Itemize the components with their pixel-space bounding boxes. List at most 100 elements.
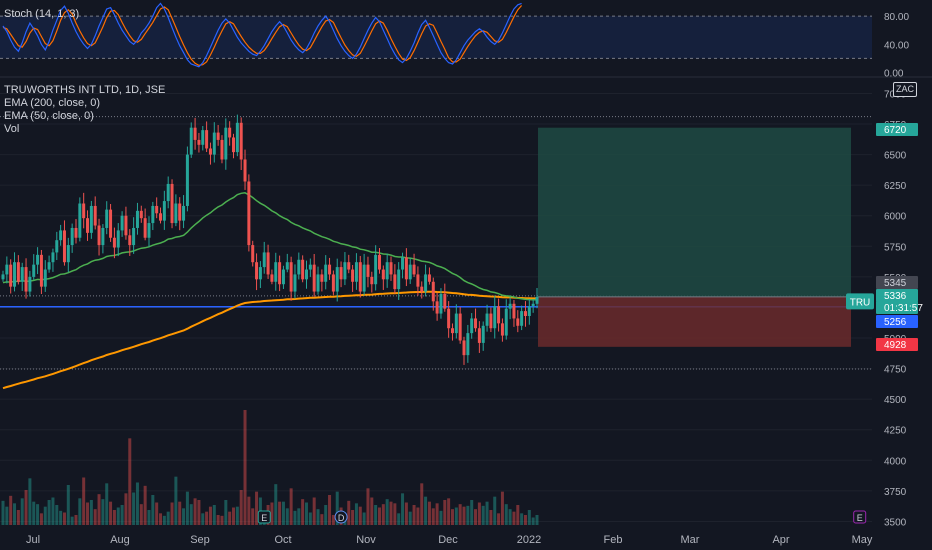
volume-bar [189, 504, 193, 525]
price-axis-tick: 4000 [884, 456, 907, 467]
candle-body [159, 213, 163, 221]
symbol-title[interactable]: TRUWORTHS INT LTD, 1D, JSE [4, 84, 166, 96]
candle-body [5, 264, 9, 275]
volume-bar [224, 500, 228, 525]
candle-body [59, 230, 63, 241]
candle-body [147, 223, 151, 238]
volume-bar [377, 507, 381, 525]
candle-body [320, 274, 324, 282]
volume-bar [512, 511, 516, 525]
candle-body [431, 281, 435, 302]
candle-body [401, 257, 405, 270]
volume-bar [28, 478, 32, 525]
candle-body [443, 293, 447, 309]
candlesticks[interactable] [1, 114, 539, 365]
candle-body [182, 205, 186, 221]
volume-bar [493, 496, 497, 525]
volume-bar [481, 505, 485, 525]
volume-bar [500, 491, 504, 525]
currency-badge[interactable]: ZAC [893, 82, 917, 97]
long-position-tool[interactable] [538, 127, 851, 347]
candle-body [51, 252, 55, 263]
candle-body [354, 262, 358, 282]
volume-bar [354, 503, 358, 525]
candle-body [251, 245, 255, 263]
candle-body [308, 264, 312, 270]
candle-body [243, 159, 247, 182]
volume-bar [331, 515, 335, 525]
volume-bar [316, 509, 320, 525]
candle-body [347, 262, 351, 270]
volume-bar [24, 490, 28, 525]
stoch-legend-title[interactable]: Stoch (14, 1, 3) [4, 8, 80, 20]
time-axis-label: Apr [772, 534, 789, 546]
volume-bar [362, 512, 366, 525]
symbol-tag-bg [846, 293, 874, 310]
event-marker: E [853, 510, 867, 524]
stochastic-pane[interactable]: 80.00 40.00 0.00 [0, 2, 932, 79]
candle-body [189, 127, 193, 155]
price-label-bg [876, 301, 918, 314]
volume-bar [278, 501, 282, 525]
volume-bar [424, 496, 428, 525]
volume-bar [139, 504, 143, 525]
candle-body [512, 303, 516, 319]
event-marker: E [257, 510, 271, 524]
volume-bar [270, 502, 274, 525]
candle-body [481, 325, 485, 343]
candle-body [366, 264, 370, 277]
volume-bar [36, 504, 40, 525]
volume-bar [297, 508, 301, 525]
volume-bar [116, 507, 120, 525]
candle-body [97, 225, 101, 246]
candle-body [70, 227, 74, 246]
candle-body [381, 269, 385, 280]
legend-volume[interactable]: Vol [4, 123, 20, 135]
price-axis-tick: 6250 [884, 181, 907, 192]
price-axis-tick: 6500 [884, 151, 907, 162]
volume-bar [320, 514, 324, 525]
volume-bar [370, 497, 374, 525]
volume-bar [366, 488, 370, 525]
event-marker-label: D [338, 513, 345, 523]
price-label: 5256 [876, 315, 918, 328]
time-axis[interactable]: Jul Aug Sep Oct Nov Dec 2022 Feb Mar Apr May [26, 534, 873, 546]
candle-body [339, 267, 343, 280]
volume-bar [135, 482, 139, 525]
volume-bar [193, 498, 197, 525]
volume-bar [109, 501, 113, 525]
volume-bar [170, 502, 174, 525]
candle-body [404, 257, 408, 280]
price-axis[interactable]: 7000675065006250600057505500525050004750… [846, 89, 923, 528]
candle-body [1, 274, 5, 280]
candle-body [9, 264, 13, 287]
legend-ema200[interactable]: EMA (200, close, 0) [4, 97, 100, 109]
price-label-bg [876, 338, 918, 351]
candle-body [124, 215, 128, 236]
candle-body [324, 264, 328, 282]
volume-bar [232, 507, 236, 525]
volume-bar [397, 513, 401, 525]
volume-bar [274, 484, 278, 525]
volume-bar [47, 500, 51, 525]
candle-body [462, 340, 466, 356]
volume-bar [454, 507, 458, 525]
volume-bar [162, 515, 166, 525]
candle-body [193, 127, 197, 140]
legend-ema50[interactable]: EMA (50, close, 0) [4, 110, 94, 122]
candle-body [86, 218, 90, 233]
volume-bar [312, 497, 316, 525]
volume-bar [485, 501, 489, 525]
candle-body [270, 274, 274, 282]
candle-body [408, 264, 412, 280]
ema50-line [2, 192, 538, 301]
candle-body [450, 328, 454, 334]
candle-body [201, 130, 205, 145]
stoch-k-line [2, 2, 522, 68]
candle-body [178, 203, 182, 221]
volume-bar [351, 510, 355, 525]
volume-bar [293, 510, 297, 525]
time-axis-label: Sep [190, 534, 210, 546]
